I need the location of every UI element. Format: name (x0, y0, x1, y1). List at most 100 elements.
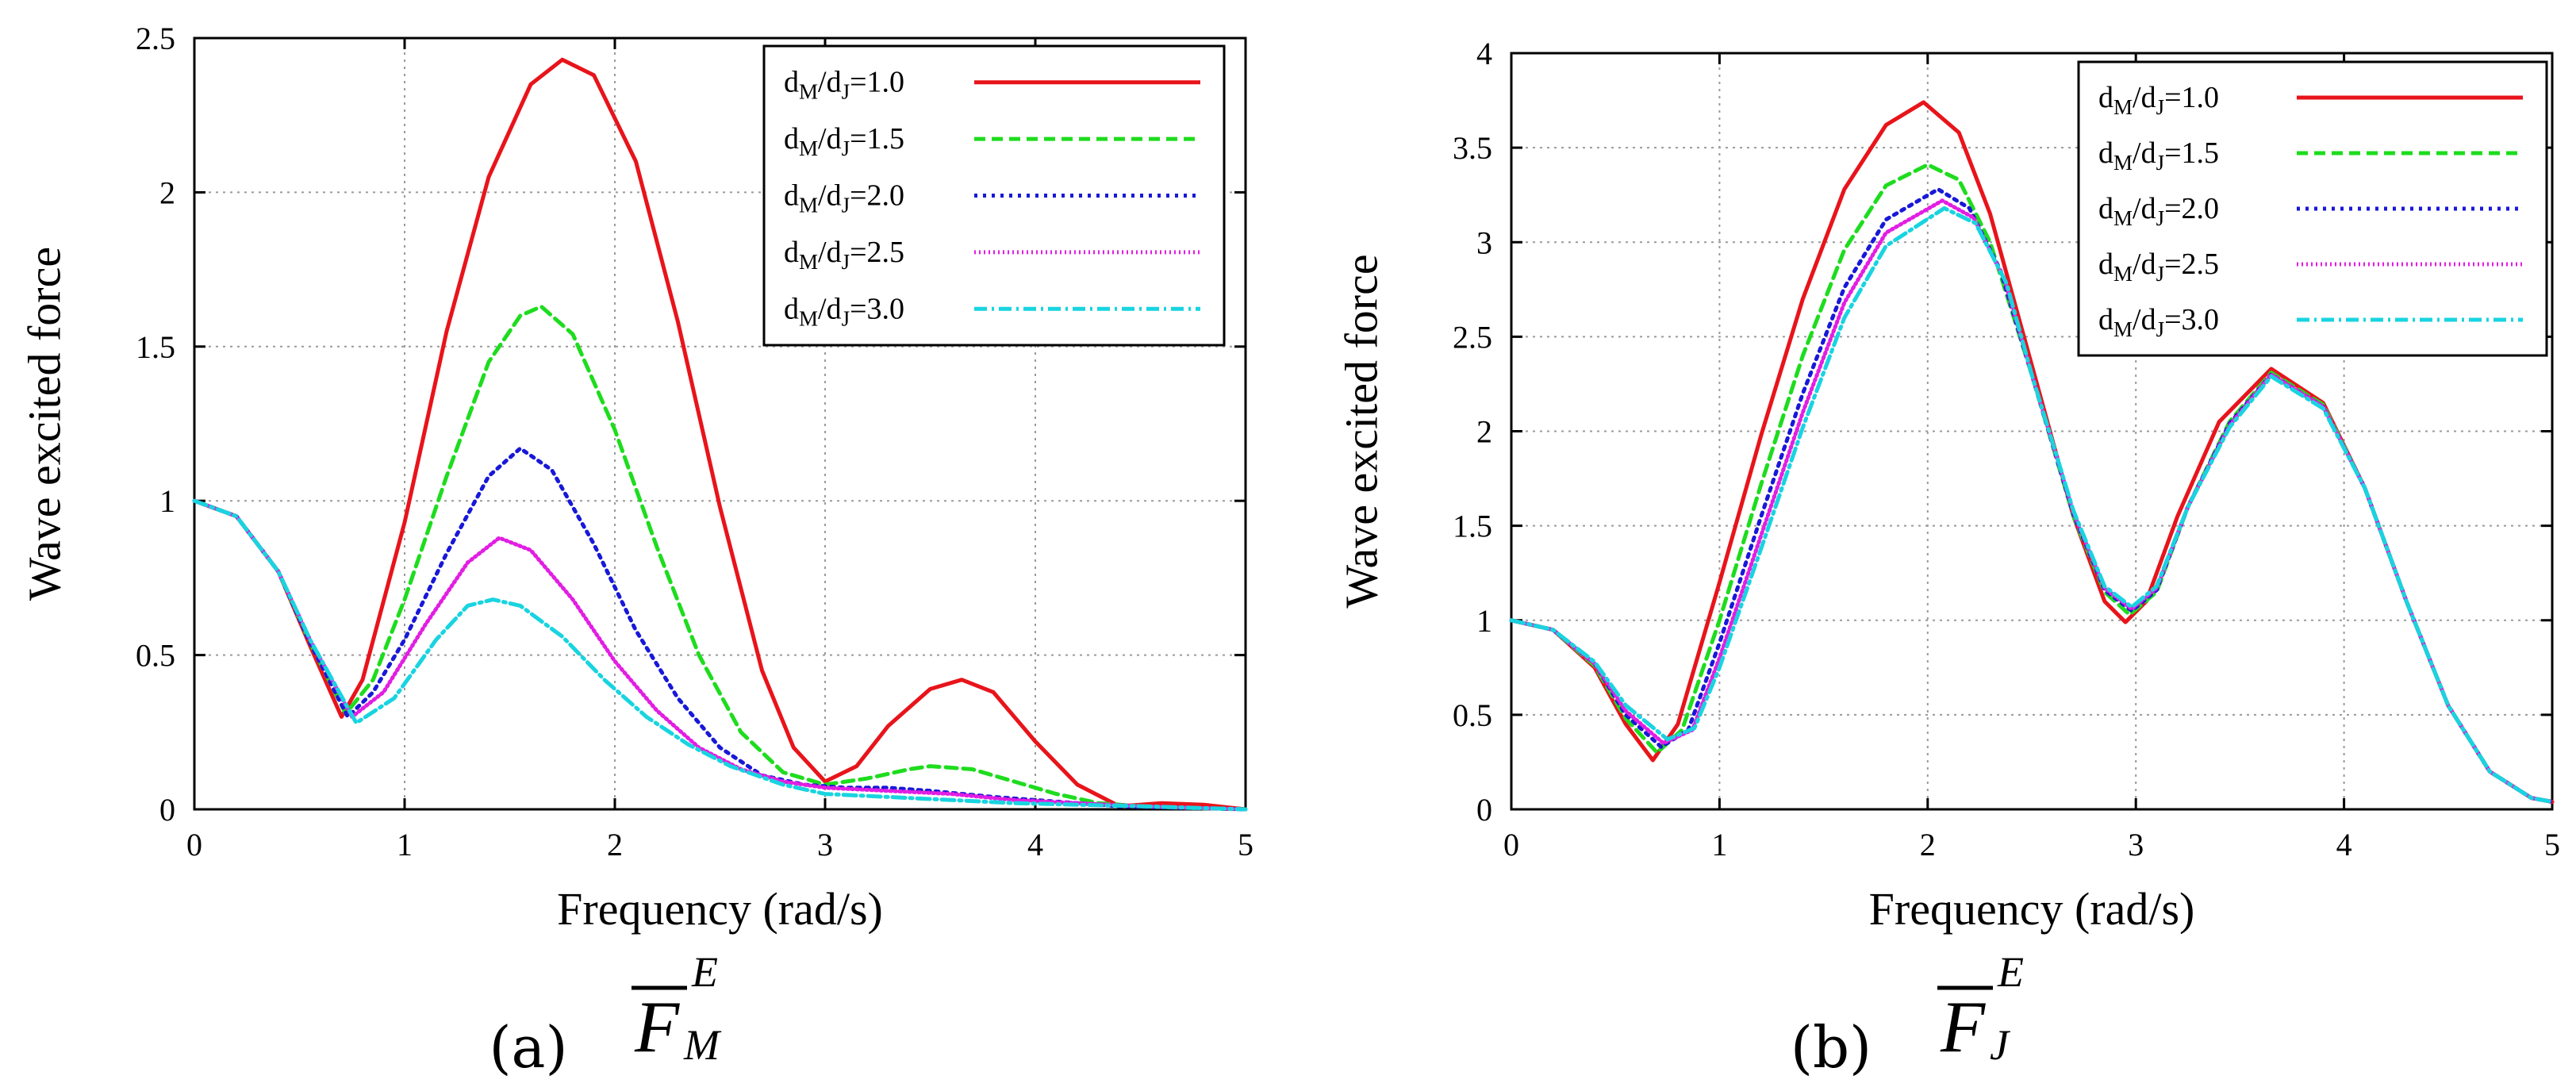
legend-text: d (784, 179, 799, 213)
legend-text: /d (2133, 192, 2156, 225)
legend-text: /d (2133, 81, 2156, 114)
y-tick-label: 3.5 (1453, 130, 1492, 166)
legend-entry: dM/dJ=2.0 (2098, 192, 2523, 230)
symbol-superscript: E (691, 948, 718, 996)
legend-text: =1.0 (2164, 81, 2219, 114)
legend-text: /d (2133, 136, 2156, 170)
legend-text: /d (2133, 248, 2156, 281)
legend-text: =3.0 (2164, 303, 2219, 336)
y-tick-label: 2 (1476, 414, 1492, 450)
legend: dM/dJ=1.0dM/dJ=1.5dM/dJ=2.0dM/dJ=2.5dM/d… (2077, 60, 2548, 357)
legend-text: /d (818, 122, 842, 156)
legend-subscript: M (2113, 317, 2133, 341)
legend-entry: dM/dJ=2.0 (784, 179, 1200, 217)
x-tick-label: 2 (607, 827, 623, 862)
legend-text: =2.5 (850, 236, 904, 269)
y-tick-label: 1.5 (136, 329, 175, 365)
x-tick-label: 3 (2128, 827, 2144, 862)
legend-subscript: M (799, 306, 818, 330)
legend-label: dM/dJ=1.0 (2098, 81, 2219, 119)
legend-subscript: J (2156, 317, 2165, 341)
chart-panel-a: 0 1 2 3 4 5 0 0.5 1 1.5 2 2.5 Frequency (rad/s) Wave … (0, 0, 1285, 1091)
legend-text: d (2098, 81, 2113, 114)
legend-entry: dM/dJ=2.5 (2098, 248, 2523, 286)
legend-text: d (784, 236, 799, 269)
legend-text: /d (2133, 303, 2156, 336)
legend-text: =2.0 (2164, 192, 2219, 225)
chart-panel-b: 0 1 2 3 4 5 0 0.5 1 1.5 2 2.5 3 3.5 4 Frequency (rad/s)… (1301, 0, 2576, 1091)
legend-subscript: J (842, 136, 850, 160)
symbol-base: F (1940, 986, 1986, 1067)
symbol-subscript: M (683, 1021, 722, 1069)
legend-entry: dM/dJ=1.5 (784, 122, 1200, 160)
y-tick-label: 3 (1476, 225, 1492, 260)
chart-a-svg: 0 1 2 3 4 5 0 0.5 1 1.5 2 2.5 Frequency (rad/s) Wave … (18, 21, 1253, 1081)
symbol-base: F (634, 986, 680, 1067)
legend-text: d (2098, 136, 2113, 170)
series-line-5 (192, 498, 1248, 812)
legend-text: /d (818, 179, 842, 213)
y-axis-title: Wave excited force (18, 247, 70, 601)
series-group (192, 57, 1248, 812)
y-tick-label: 0.5 (136, 638, 175, 674)
x-axis-title: Frequency (rad/s) (557, 883, 883, 935)
legend-text: /d (818, 236, 842, 269)
y-tick-label: 1 (159, 483, 175, 519)
legend-subscript: J (2156, 262, 2165, 286)
symbol-subscript: J (1990, 1021, 2011, 1069)
legend-text: d (2098, 192, 2113, 225)
legend-text: =1.5 (850, 122, 904, 156)
legend-text: d (784, 66, 799, 99)
legend-label: dM/dJ=2.5 (784, 236, 904, 274)
legend-label: dM/dJ=3.0 (2098, 303, 2219, 341)
legend-subscript: J (842, 80, 850, 104)
legend-subscript: M (799, 136, 818, 160)
legend-text: /d (818, 292, 842, 325)
legend-subscript: M (2113, 206, 2133, 230)
gridlines (1511, 53, 2552, 809)
panel-label: (a) (489, 1014, 567, 1081)
chart-b-svg: 0 1 2 3 4 5 0 0.5 1 1.5 2 2.5 3 3.5 4 Frequency (rad/s)… (1335, 36, 2560, 1081)
y-tick-label: 2.5 (1453, 319, 1492, 355)
legend: dM/dJ=1.0dM/dJ=1.5dM/dJ=2.0dM/dJ=2.5dM/d… (762, 44, 1226, 347)
series-line-1 (192, 57, 1248, 812)
x-tick-label: 4 (2336, 827, 2352, 862)
y-tick-label: 4 (1476, 36, 1492, 71)
legend-label: dM/dJ=1.0 (784, 66, 904, 104)
legend-text: =1.0 (850, 66, 904, 99)
legend-text: d (784, 292, 799, 325)
legend-text: =2.0 (850, 179, 904, 213)
legend-entry: dM/dJ=2.5 (784, 236, 1200, 274)
force-symbol: FEM (632, 948, 722, 1069)
legend-text: =2.5 (2164, 248, 2219, 281)
legend-subscript: M (2113, 95, 2133, 119)
legend-label: dM/dJ=3.0 (784, 292, 904, 330)
legend-label: dM/dJ=1.5 (2098, 136, 2219, 175)
x-tick-label: 0 (1503, 827, 1519, 862)
x-tick-label: 1 (1711, 827, 1727, 862)
legend-subscript: M (799, 250, 818, 274)
x-tick-label: 0 (186, 827, 202, 862)
legend-subscript: J (2156, 95, 2165, 119)
legend-entry: dM/dJ=1.0 (784, 66, 1200, 104)
legend-text: =1.5 (2164, 136, 2219, 170)
legend-label: dM/dJ=1.5 (784, 122, 904, 160)
symbol-superscript: E (1997, 948, 2024, 996)
series-group (1509, 100, 2555, 804)
legend-text: =3.0 (850, 292, 904, 325)
series-line-3 (192, 446, 1248, 812)
legend-subscript: J (842, 194, 850, 217)
legend-subscript: J (2156, 151, 2165, 175)
legend-label: dM/dJ=2.5 (2098, 248, 2219, 286)
legend-entry: dM/dJ=3.0 (2098, 303, 2523, 341)
legend-label: dM/dJ=2.0 (2098, 192, 2219, 230)
legend-subscript: J (842, 306, 850, 330)
x-tick-label: 2 (1920, 827, 1936, 862)
legend-text: d (2098, 248, 2113, 281)
legend-subscript: J (842, 250, 850, 274)
legend-text: /d (818, 66, 842, 99)
y-tick-label: 2 (159, 175, 175, 210)
y-tick-label: 1.5 (1453, 509, 1492, 544)
x-tick-label: 3 (817, 827, 833, 862)
x-axis-title: Frequency (rad/s) (1869, 883, 2195, 935)
